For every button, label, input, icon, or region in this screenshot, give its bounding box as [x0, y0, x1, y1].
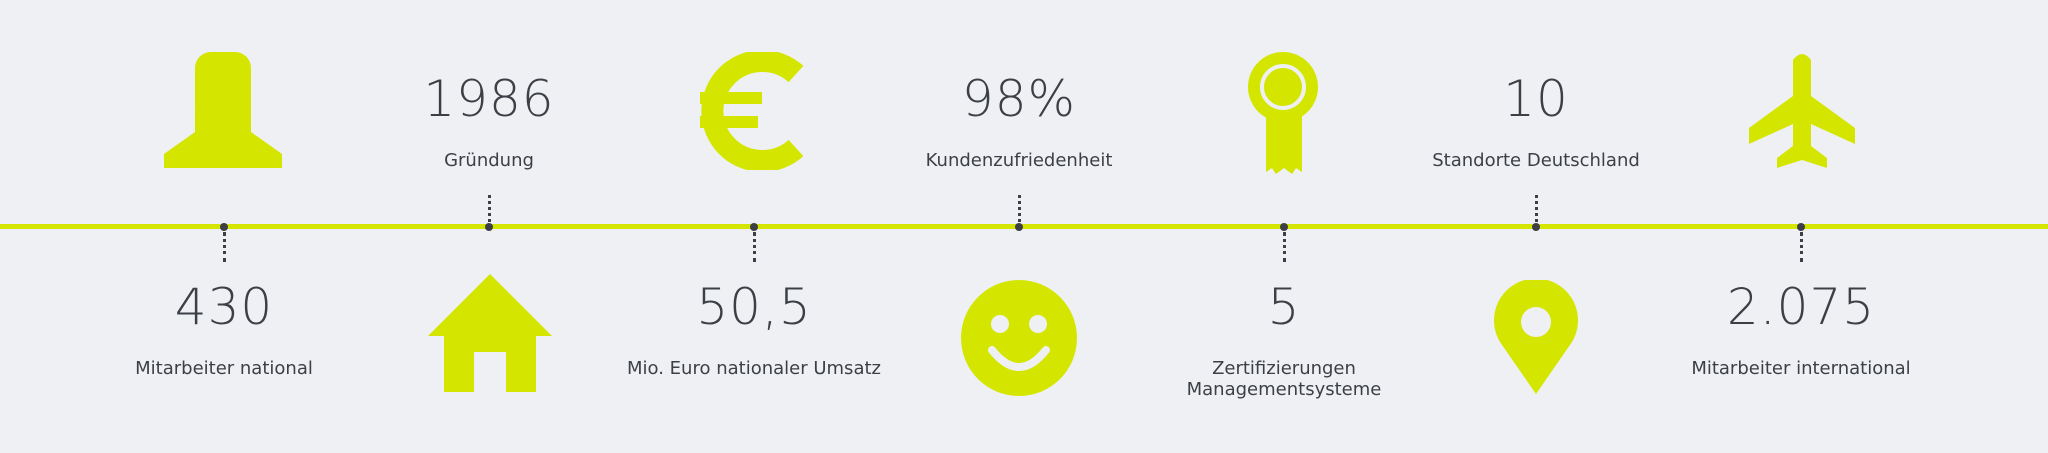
timeline-marker [485, 223, 493, 231]
timeline-marker [1280, 223, 1288, 231]
euro-icon [696, 52, 804, 170]
stat-employees-national-value: 430 [174, 278, 274, 336]
timeline-connector [488, 195, 491, 222]
timeline-marker [1797, 223, 1805, 231]
timeline-connector [1800, 232, 1803, 262]
timeline-connector [1018, 195, 1021, 222]
stat-satisfaction-label: Kundenzufriedenheit [925, 150, 1113, 171]
timeline-connector [1283, 232, 1286, 262]
timeline-connector [753, 232, 756, 262]
stat-employees-international-value: 2.075 [1726, 278, 1876, 336]
stat-locations-value: 10 [1503, 70, 1569, 128]
stat-employees-national-label: Mitarbeiter national [135, 358, 313, 379]
stat-locations-label: Standorte Deutschland [1432, 150, 1640, 171]
timeline-marker [750, 223, 758, 231]
timeline-connector [223, 232, 226, 262]
stat-certifications-label: Zertifizierungen Managementsysteme [1186, 358, 1382, 400]
location-pin-icon [1494, 280, 1578, 394]
stat-founding-value: 1986 [423, 70, 555, 128]
timeline-line [0, 224, 2048, 229]
timeline-marker [1015, 223, 1023, 231]
stat-founding-label: Gründung [444, 150, 534, 171]
stat-revenue-value: 50,5 [696, 278, 812, 336]
stat-satisfaction-value: 98% [961, 70, 1077, 128]
stat-certifications-value: 5 [1267, 278, 1301, 336]
award-ribbon-icon [1248, 52, 1318, 176]
timeline-marker [220, 223, 228, 231]
smiley-icon [961, 280, 1077, 396]
house-icon [428, 274, 552, 392]
stat-revenue-label: Mio. Euro nationaler Umsatz [627, 358, 881, 379]
person-icon [164, 52, 282, 168]
airplane-icon [1749, 52, 1855, 168]
timeline-connector [1535, 195, 1538, 222]
stat-employees-international-label: Mitarbeiter international [1691, 358, 1911, 379]
timeline-marker [1532, 223, 1540, 231]
